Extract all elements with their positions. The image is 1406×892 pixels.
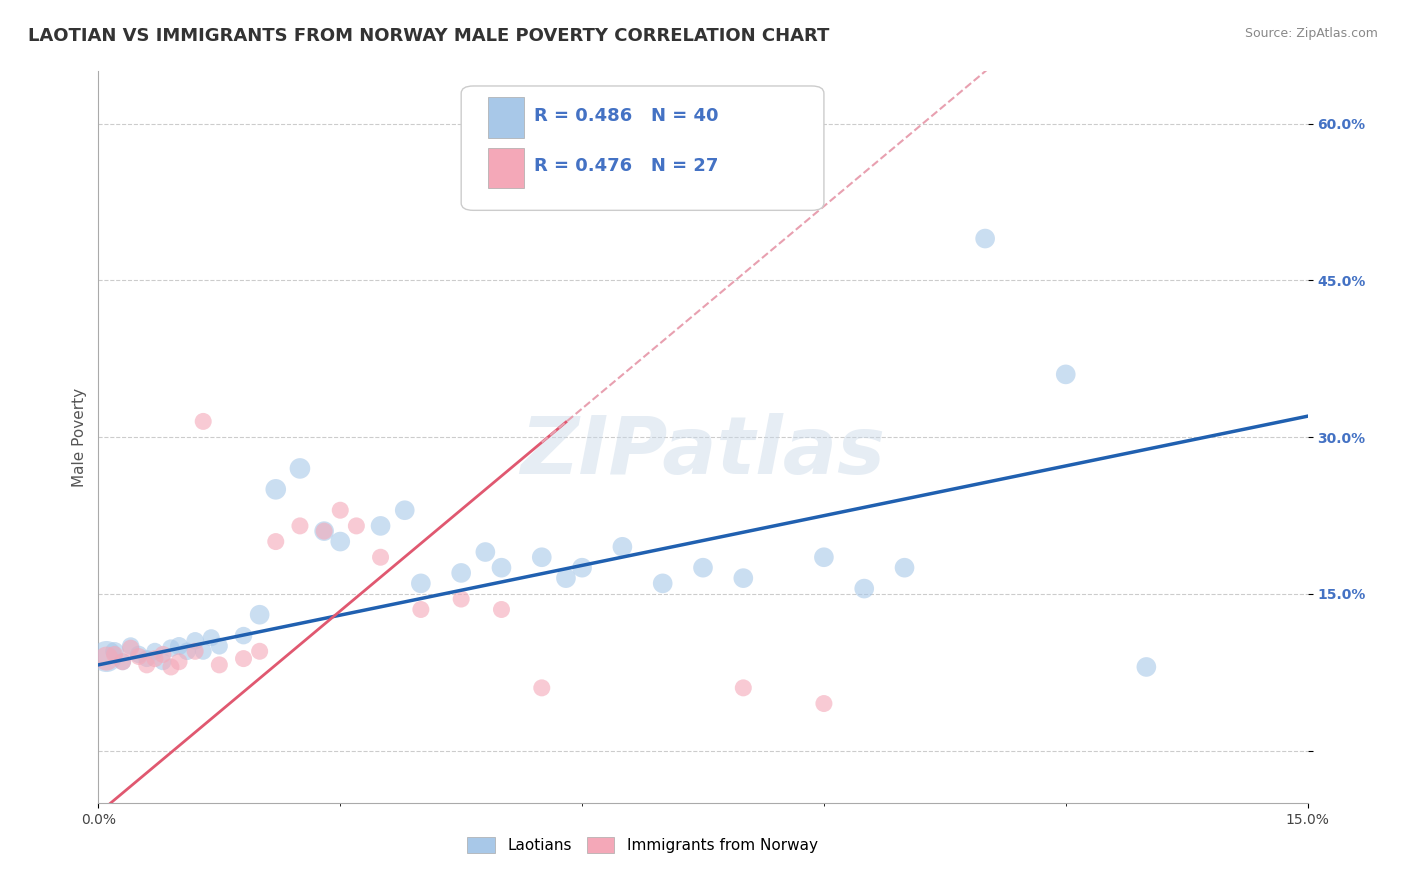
Point	[184, 633, 207, 648]
Point	[135, 657, 157, 672]
Point	[813, 550, 835, 565]
Point	[571, 560, 593, 574]
Y-axis label: Male Poverty: Male Poverty	[72, 387, 87, 487]
Point	[314, 524, 336, 538]
Point	[1054, 368, 1077, 382]
Point	[128, 649, 150, 664]
FancyBboxPatch shape	[488, 97, 524, 137]
Point	[200, 631, 222, 645]
Point	[103, 648, 125, 662]
Point	[409, 602, 432, 616]
Point	[733, 681, 755, 695]
Point	[193, 644, 215, 658]
Point	[160, 660, 183, 674]
Point	[96, 649, 118, 664]
Point	[143, 644, 166, 658]
Point	[893, 560, 915, 574]
Point	[176, 644, 198, 658]
Point	[232, 651, 254, 665]
Text: LAOTIAN VS IMMIGRANTS FROM NORWAY MALE POVERTY CORRELATION CHART: LAOTIAN VS IMMIGRANTS FROM NORWAY MALE P…	[28, 27, 830, 45]
Point	[264, 483, 287, 497]
Point	[288, 461, 311, 475]
Point	[314, 524, 336, 538]
Point	[474, 545, 496, 559]
FancyBboxPatch shape	[461, 86, 824, 211]
Point	[184, 644, 207, 658]
Point	[232, 629, 254, 643]
Point	[288, 519, 311, 533]
Point	[120, 639, 142, 653]
Point	[264, 534, 287, 549]
Point	[344, 519, 367, 533]
Point	[651, 576, 673, 591]
Point	[733, 571, 755, 585]
Point	[96, 651, 118, 665]
Point	[143, 651, 166, 665]
Point	[491, 560, 513, 574]
Point	[160, 641, 183, 656]
Text: R = 0.486   N = 40: R = 0.486 N = 40	[534, 107, 718, 125]
Point	[208, 639, 231, 653]
Point	[249, 607, 271, 622]
Point	[128, 648, 150, 662]
Point	[111, 655, 134, 669]
Point	[1135, 660, 1157, 674]
Point	[111, 655, 134, 669]
Point	[103, 644, 125, 658]
Point	[450, 592, 472, 607]
Point	[530, 550, 553, 565]
Point	[208, 657, 231, 672]
Text: ZIPatlas: ZIPatlas	[520, 413, 886, 491]
Point	[394, 503, 416, 517]
Point	[491, 602, 513, 616]
Point	[450, 566, 472, 580]
Point	[167, 639, 190, 653]
Point	[370, 550, 392, 565]
Point	[530, 681, 553, 695]
Text: Source: ZipAtlas.com: Source: ZipAtlas.com	[1244, 27, 1378, 40]
Point	[555, 571, 578, 585]
Point	[329, 534, 352, 549]
Point	[370, 519, 392, 533]
Point	[135, 651, 157, 665]
Point	[152, 655, 174, 669]
Point	[409, 576, 432, 591]
Point	[193, 414, 215, 428]
Point	[692, 560, 714, 574]
Text: R = 0.476   N = 27: R = 0.476 N = 27	[534, 157, 718, 175]
Point	[974, 231, 997, 245]
FancyBboxPatch shape	[488, 148, 524, 188]
Point	[167, 655, 190, 669]
Point	[152, 648, 174, 662]
Point	[853, 582, 876, 596]
Point	[249, 644, 271, 658]
Legend: Laotians, Immigrants from Norway: Laotians, Immigrants from Norway	[460, 830, 825, 861]
Point	[120, 641, 142, 656]
Point	[612, 540, 634, 554]
Point	[813, 697, 835, 711]
Point	[329, 503, 352, 517]
